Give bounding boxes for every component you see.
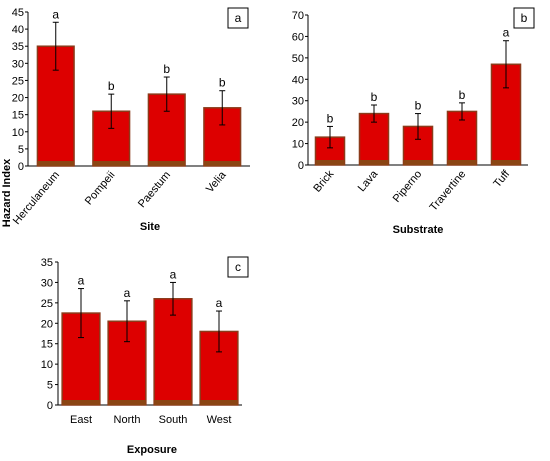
- y-tick-label: 25: [12, 75, 24, 87]
- y-tick-label: 0: [298, 160, 304, 172]
- significance-letter: b: [163, 62, 170, 76]
- y-tick-label: 0: [47, 400, 53, 412]
- y-tick-label: 45: [12, 7, 24, 19]
- bar-base: [200, 400, 238, 405]
- y-tick-label: 20: [41, 318, 53, 330]
- panel-label: c: [235, 260, 241, 274]
- y-tick-label: 30: [12, 58, 24, 70]
- y-tick-label: 0: [18, 161, 24, 173]
- bar-base: [315, 160, 345, 165]
- bar-base: [403, 160, 433, 165]
- chart-panel-b: 0 10 20 30 40 50 60 70 b Brick b Lava b Piperno b Trave…: [292, 7, 535, 236]
- significance-letter: a: [216, 296, 223, 310]
- y-tick-label: 15: [41, 339, 53, 351]
- x-axis-title: Exposure: [127, 444, 177, 456]
- y-tick-label: 10: [12, 127, 24, 139]
- x-tick-label: Lava: [356, 168, 381, 195]
- significance-letter: b: [108, 79, 115, 93]
- significance-letter: b: [327, 111, 334, 125]
- x-axis-title: Site: [140, 221, 160, 233]
- significance-letter: b: [371, 90, 378, 104]
- x-tick-label: Pompeii: [83, 169, 118, 207]
- panel-label: b: [521, 11, 528, 25]
- bar-base: [447, 160, 477, 165]
- x-tick-label: Velia: [204, 169, 229, 196]
- x-tick-label: Paestum: [136, 169, 173, 210]
- y-tick-label: 20: [292, 117, 304, 129]
- x-tick-label: Brick: [311, 168, 336, 195]
- y-axis-title: Hazard Index: [1, 158, 13, 227]
- x-tick-label: West: [207, 414, 232, 426]
- y-tick-label: 10: [41, 359, 53, 371]
- y-tick-label: 30: [41, 277, 53, 289]
- x-tick-label: East: [70, 414, 92, 426]
- y-tick-label: 40: [12, 24, 24, 36]
- y-tick-label: 20: [12, 93, 24, 105]
- bar-base: [62, 400, 100, 405]
- bar-base: [154, 400, 192, 405]
- x-tick-label: North: [114, 414, 141, 426]
- x-tick-label: Tuff: [491, 167, 513, 189]
- panel-label-box: [227, 7, 249, 29]
- y-tick-label: 10: [292, 139, 304, 151]
- bar: [199, 330, 239, 406]
- significance-letter: a: [78, 274, 85, 288]
- y-tick-label: 25: [41, 298, 53, 310]
- bar-base: [108, 400, 146, 405]
- x-tick-label: Travertine: [428, 168, 469, 213]
- panel-label-box: [227, 256, 249, 278]
- bar-base: [148, 161, 186, 166]
- y-tick-label: 30: [292, 96, 304, 108]
- chart-panel-c: 0 5 10 15 20 25 30 35 a East a North a South a West Expo…: [41, 256, 249, 456]
- significance-letter: a: [124, 286, 131, 300]
- y-tick-label: 35: [41, 257, 53, 269]
- y-tick-label: 40: [292, 74, 304, 86]
- significance-letter: a: [52, 7, 59, 21]
- bar-base: [203, 161, 241, 166]
- x-tick-label: South: [159, 414, 188, 426]
- significance-letter: a: [503, 26, 510, 40]
- x-tick-label: Piperno: [391, 168, 425, 205]
- y-tick-label: 70: [292, 10, 304, 22]
- chart-panel-a: 0 5 10 15 20 25 30 35 40 45 a Herculaneum b Pompeii b P…: [11, 7, 250, 233]
- significance-letter: b: [459, 88, 466, 102]
- y-tick-label: 35: [12, 41, 24, 53]
- significance-letter: a: [170, 267, 177, 281]
- bar-base: [92, 161, 130, 166]
- significance-letter: b: [415, 99, 422, 113]
- y-tick-label: 5: [18, 144, 24, 156]
- bar-base: [491, 160, 521, 165]
- significance-letter: b: [219, 76, 226, 90]
- y-tick-label: 50: [292, 53, 304, 65]
- x-axis-title: Substrate: [393, 224, 444, 236]
- y-tick-label: 60: [292, 31, 304, 43]
- y-tick-label: 5: [47, 380, 53, 392]
- y-tick-label: 15: [12, 110, 24, 122]
- bar-base: [359, 160, 389, 165]
- panel-label: a: [235, 11, 242, 25]
- x-tick-label: Herculaneum: [11, 169, 62, 227]
- panel-label-box: [513, 7, 535, 29]
- bar-base: [37, 161, 75, 166]
